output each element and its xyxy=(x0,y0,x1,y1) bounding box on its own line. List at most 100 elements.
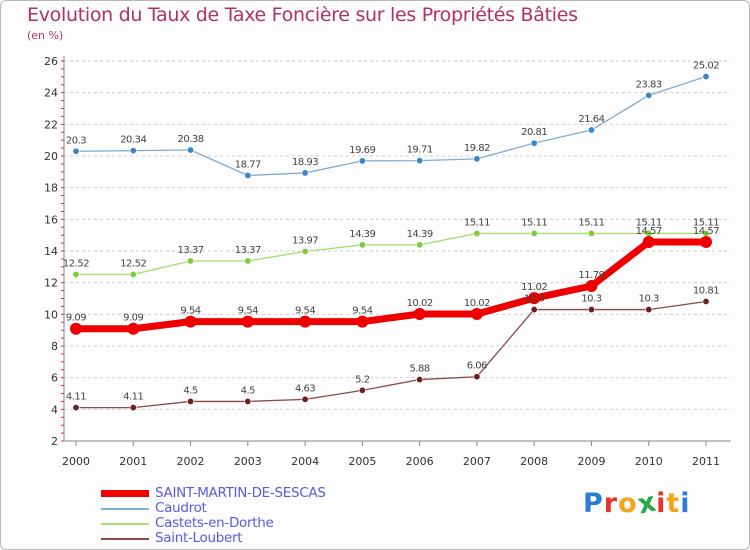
legend-item-caudrot: Caudrot xyxy=(101,501,326,516)
data-label: 19.69 xyxy=(349,145,375,156)
data-point xyxy=(473,155,481,163)
data-label: 20.81 xyxy=(521,127,547,138)
data-label: 10.02 xyxy=(464,298,490,309)
data-label: 20.3 xyxy=(66,135,86,146)
data-label: 10.02 xyxy=(407,298,433,309)
legend-label: Caudrot xyxy=(155,500,207,516)
legend-swatch xyxy=(101,522,149,525)
data-point xyxy=(530,306,538,314)
data-point xyxy=(702,298,710,306)
data-point xyxy=(187,257,195,265)
series-line xyxy=(75,300,707,409)
y-tick-label: 20 xyxy=(44,150,58,163)
data-label: 14.57 xyxy=(636,226,662,237)
data-label: 20.34 xyxy=(120,135,146,146)
data-point xyxy=(241,315,254,328)
data-point xyxy=(645,306,653,314)
y-tick-label: 6 xyxy=(51,372,58,385)
data-point xyxy=(301,247,309,255)
data-label: 13.97 xyxy=(292,235,318,246)
y-tick-label: 8 xyxy=(51,340,58,353)
logo-letter: i xyxy=(680,488,691,519)
logo-letter: r xyxy=(603,488,619,519)
data-point xyxy=(187,397,195,405)
series-layer xyxy=(70,73,712,412)
data-label: 9.54 xyxy=(180,306,200,317)
legend-label: Saint-Loubert xyxy=(155,530,243,546)
proxiti-logo: Proxiti xyxy=(583,486,691,520)
x-tick-label: 2007 xyxy=(463,455,491,468)
data-label: 4.63 xyxy=(295,383,315,394)
logo-letter: o xyxy=(618,488,638,519)
data-point xyxy=(184,315,197,328)
data-point xyxy=(587,229,595,237)
legend-label: SAINT-MARTIN-DE-SESCAS xyxy=(155,485,326,501)
data-point xyxy=(473,229,481,237)
data-label: 4.5 xyxy=(241,385,256,396)
y-tick-label: 24 xyxy=(44,87,58,100)
data-label: 5.88 xyxy=(410,364,430,375)
data-point xyxy=(244,257,252,265)
data-point xyxy=(528,292,541,305)
data-label: 15.11 xyxy=(521,217,547,228)
y-tick-label: 4 xyxy=(51,403,58,416)
legend: SAINT-MARTIN-DE-SESCAS Caudrot Castets-e… xyxy=(101,486,326,546)
y-tick-label: 12 xyxy=(44,277,58,290)
logo-letter: i xyxy=(656,488,667,519)
data-point xyxy=(642,235,655,248)
data-label: 5.2 xyxy=(355,374,370,385)
x-tick-label: 2011 xyxy=(692,455,720,468)
data-label: 13.37 xyxy=(177,245,203,256)
data-label: 9.09 xyxy=(123,313,143,324)
legend-swatch xyxy=(101,490,149,497)
data-label: 18.77 xyxy=(235,159,261,170)
logo-letter: t xyxy=(666,488,681,519)
legend-swatch xyxy=(101,537,149,540)
data-label: 20.38 xyxy=(177,134,203,145)
data-label: 19.71 xyxy=(407,145,433,156)
data-point xyxy=(700,235,712,248)
y-tick-label: 10 xyxy=(44,308,58,321)
y-tick-label: 18 xyxy=(44,182,58,195)
data-point xyxy=(244,397,252,405)
data-point xyxy=(645,91,653,99)
data-point xyxy=(585,279,598,292)
data-point xyxy=(587,306,595,314)
data-label: 15.11 xyxy=(693,217,719,228)
x-tick-label: 2004 xyxy=(291,455,319,468)
data-point xyxy=(72,404,80,412)
data-label: 23.83 xyxy=(636,79,662,90)
data-label: 4.5 xyxy=(183,385,198,396)
data-label: 15.11 xyxy=(636,217,662,228)
data-label: 11.02 xyxy=(521,282,547,293)
data-point xyxy=(301,169,309,177)
data-label: 14.39 xyxy=(349,229,375,240)
y-tick-label: 26 xyxy=(44,55,58,68)
data-point xyxy=(127,322,140,335)
x-tick-label: 2008 xyxy=(520,455,548,468)
data-label: 12.52 xyxy=(63,258,89,269)
data-point xyxy=(72,270,80,278)
data-label: 9.09 xyxy=(66,313,86,324)
data-point xyxy=(416,241,424,249)
legend-item-saint-loubert: Saint-Loubert xyxy=(101,531,326,546)
data-point xyxy=(70,322,82,335)
data-point xyxy=(416,157,424,165)
x-tick-label: 2009 xyxy=(577,455,605,468)
data-point xyxy=(129,147,137,155)
grid xyxy=(64,60,731,410)
data-point xyxy=(356,315,369,328)
y-tick-label: 16 xyxy=(44,213,58,226)
data-point xyxy=(587,126,595,134)
x-tick-label: 2010 xyxy=(635,455,663,468)
data-point xyxy=(358,157,366,165)
y-tick-label: 14 xyxy=(44,245,58,258)
data-label: 4.11 xyxy=(123,392,143,403)
data-point xyxy=(299,315,312,328)
data-label: 19.82 xyxy=(464,143,490,154)
legend-item-saint-martin-de-sescas: SAINT-MARTIN-DE-SESCAS xyxy=(101,486,326,501)
logo-letter: P xyxy=(583,488,604,519)
